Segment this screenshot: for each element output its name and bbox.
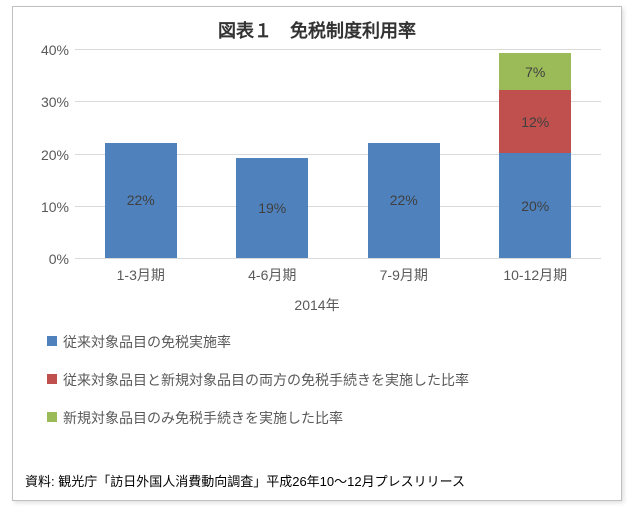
bar-segment: 22%	[368, 143, 440, 259]
bar-slot: 22%	[75, 49, 207, 258]
data-label: 12%	[521, 114, 549, 130]
y-tick-label: 20%	[27, 147, 69, 163]
legend-swatch	[47, 412, 57, 422]
bar-segment: 20%	[499, 153, 571, 258]
bar-segment: 19%	[236, 158, 308, 258]
legend-item: 従来対象品目の免税実施率	[47, 333, 601, 351]
data-label: 20%	[521, 198, 549, 214]
legend-label: 従来対象品目の免税実施率	[63, 333, 231, 351]
y-tick-label: 0%	[27, 251, 69, 267]
legend-item: 従来対象品目と新規対象品目の両方の免税手続きを実施した比率	[47, 371, 601, 389]
legend-label: 新規対象品目のみ免税手続きを実施した比率	[63, 409, 343, 427]
source-text: 資料: 観光庁「訪日外国人消費動向調査」平成26年10～12月プレスリリース	[25, 471, 465, 490]
bar-stack: 22%	[105, 143, 177, 259]
data-label: 22%	[127, 192, 155, 208]
data-label: 22%	[390, 192, 418, 208]
bars-group: 22% 19% 22% 20% 12% 7%	[75, 49, 601, 258]
y-tick-label: 40%	[27, 42, 69, 58]
bar-stack: 22%	[368, 143, 440, 259]
data-label: 19%	[258, 200, 286, 216]
gridline: 0%	[75, 258, 601, 259]
x-axis-labels: 1-3月期4-6月期7-9月期10-12月期	[75, 265, 601, 285]
y-tick-label: 30%	[27, 94, 69, 110]
x-tick-label: 10-12月期	[470, 265, 602, 285]
bar-segment: 22%	[105, 143, 177, 259]
chart-container: 図表１ 免税制度利用率 0% 10% 20% 30% 40% 22% 19% 22% 20% 1…	[12, 6, 622, 501]
bar-segment: 7%	[499, 53, 571, 90]
bar-slot: 19%	[207, 49, 339, 258]
bar-segment: 12%	[499, 90, 571, 153]
legend: 従来対象品目の免税実施率従来対象品目と新規対象品目の両方の免税手続きを実施した比…	[47, 333, 601, 428]
bar-slot: 22%	[338, 49, 470, 258]
x-tick-label: 1-3月期	[75, 265, 207, 285]
chart-title: 図表１ 免税制度利用率	[13, 7, 621, 49]
x-axis-title: 2014年	[13, 295, 621, 315]
bar-stack: 20% 12% 7%	[499, 53, 571, 258]
y-tick-label: 10%	[27, 199, 69, 215]
bar-stack: 19%	[236, 158, 308, 258]
data-label: 7%	[525, 64, 545, 80]
plot-area: 0%10%20%30%40% 22%19%22%20%12%7%	[75, 49, 601, 259]
legend-swatch	[47, 374, 57, 384]
x-tick-label: 7-9月期	[338, 265, 470, 285]
bar-slot: 20% 12% 7%	[470, 49, 602, 258]
legend-label: 従来対象品目と新規対象品目の両方の免税手続きを実施した比率	[63, 371, 469, 389]
x-tick-label: 4-6月期	[207, 265, 339, 285]
legend-item: 新規対象品目のみ免税手続きを実施した比率	[47, 409, 601, 427]
legend-swatch	[47, 336, 57, 346]
